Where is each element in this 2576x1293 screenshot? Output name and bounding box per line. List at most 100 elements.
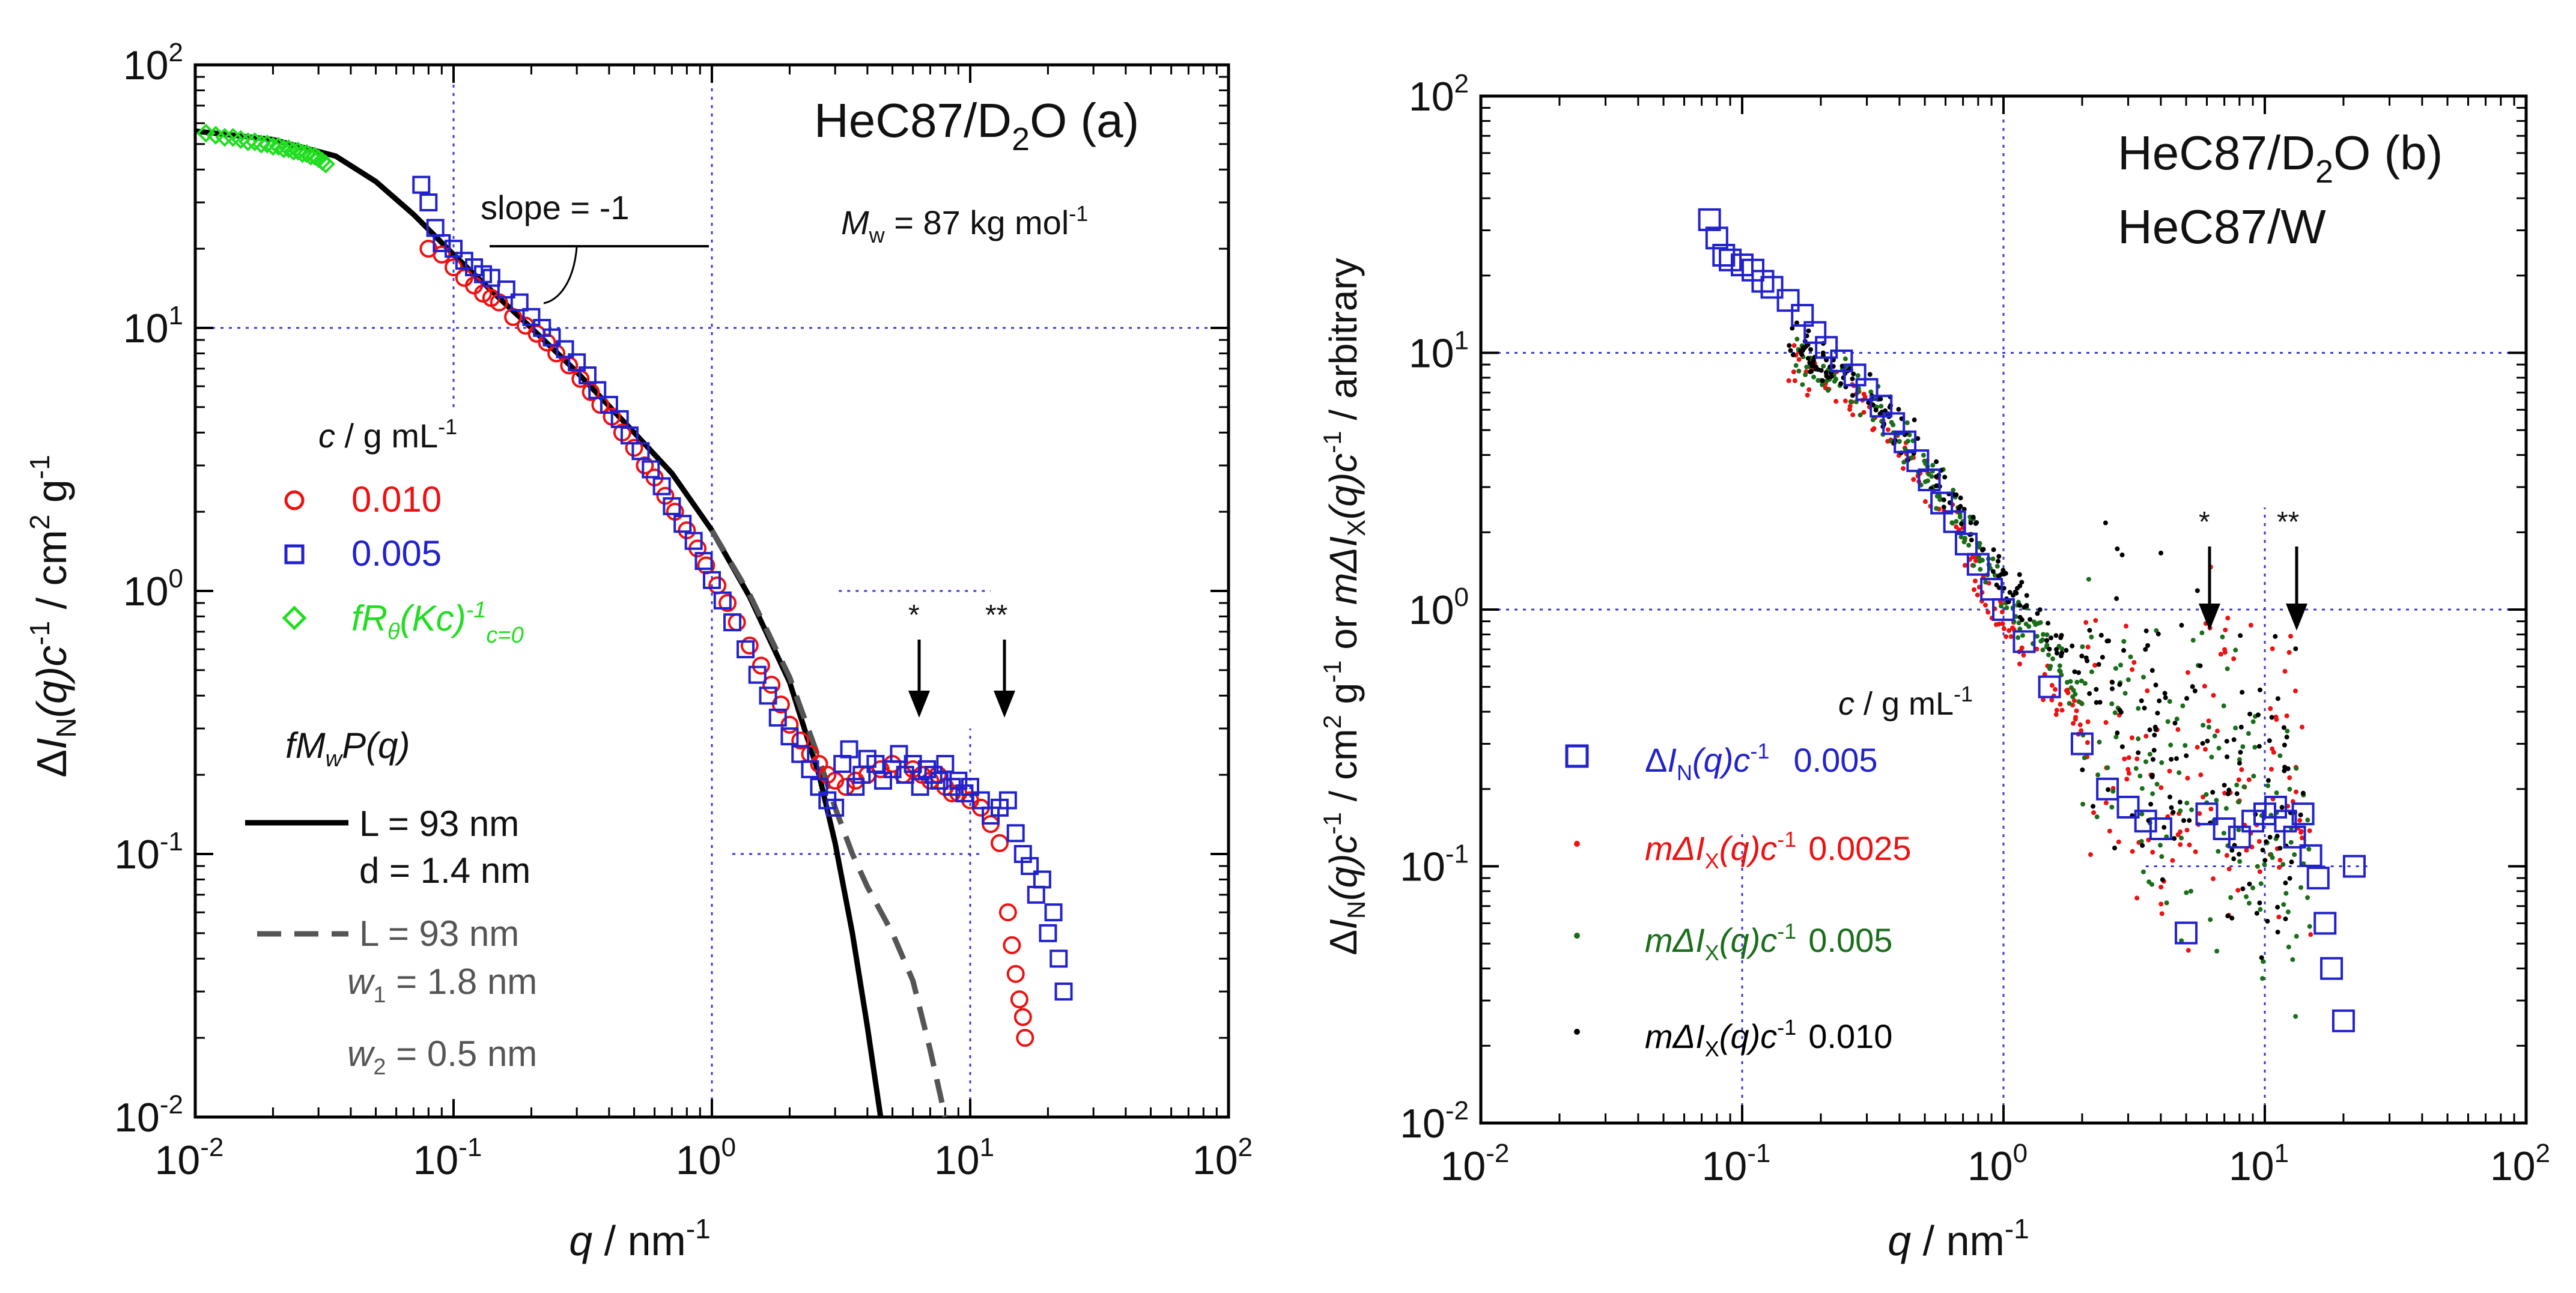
data-point-dot	[2270, 646, 2275, 652]
data-point-dot	[2019, 580, 2025, 585]
data-point-dot	[1867, 372, 1873, 377]
data-point-dot	[2058, 653, 2064, 659]
data-point-dot	[1985, 610, 1991, 615]
data-point-dot	[2087, 628, 2092, 633]
data-point-dot	[1922, 499, 1928, 504]
data-point-dot	[1885, 438, 1891, 444]
data-point-dot	[2290, 957, 2295, 962]
data-point-square	[663, 497, 681, 515]
data-point-circle	[445, 258, 463, 277]
data-point-dot	[1942, 474, 1948, 480]
data-point-dot	[2001, 626, 2006, 631]
data-point-circle	[728, 613, 746, 632]
data-point-dot	[2121, 639, 2127, 644]
data-point-dot	[2110, 680, 2115, 685]
data-point-dot	[2065, 687, 2070, 692]
data-point-dot	[2235, 888, 2241, 893]
legend-label-0005: 0.005	[351, 533, 442, 574]
data-point-dot	[2152, 733, 2157, 738]
data-point-dot	[2049, 697, 2055, 703]
data-point-dot	[2053, 633, 2059, 638]
data-point-dot	[2139, 786, 2145, 791]
data-point-square	[631, 442, 650, 461]
data-point-square	[652, 477, 671, 495]
panel-a-axes: 10-2 10-1 100 101 102 10-2 10-1 100 101 102	[114, 38, 1253, 1183]
data-point-dot	[2256, 712, 2261, 718]
data-point-dot	[2122, 691, 2128, 696]
data-point-square	[1719, 248, 1742, 271]
data-point-dot	[1825, 387, 1830, 393]
data-point-square	[2038, 675, 2061, 698]
data-point-dot	[1972, 578, 1978, 584]
data-point-dot	[2079, 653, 2085, 659]
data-point-diamond	[274, 139, 294, 159]
data-point-dot	[2169, 805, 2174, 810]
data-point-square	[1054, 983, 1073, 1001]
data-point-dot	[2246, 777, 2252, 783]
data-point-dot	[2281, 902, 2286, 907]
data-point-dot	[2268, 706, 2273, 711]
data-point-dot	[2224, 853, 2229, 858]
model-solid-l: L = 93 nm	[359, 804, 519, 844]
data-point-dot	[2201, 722, 2206, 728]
data-point-dot	[1839, 363, 1845, 369]
data-point-dot	[2074, 708, 2079, 713]
data-point-dot	[2155, 710, 2160, 716]
data-point-dot	[2133, 766, 2139, 771]
legend-label-0010: 0.010	[351, 479, 442, 519]
data-point-dot	[2259, 955, 2264, 960]
data-point-square	[522, 307, 541, 326]
data-point-dot	[2308, 932, 2313, 937]
x-tick-label: 102	[1192, 1133, 1253, 1183]
data-point-square	[533, 319, 551, 337]
data-point-square	[412, 175, 431, 194]
model-dashed-w2: w2 = 0.5 nm	[347, 1034, 537, 1080]
data-point-dot	[2239, 767, 2244, 772]
data-point-circle	[740, 636, 759, 655]
data-point-dot	[2225, 616, 2231, 621]
data-point-dot	[2119, 553, 2125, 558]
data-point-dot	[2287, 775, 2292, 780]
data-point-dot	[2178, 842, 2183, 847]
panel-b-chart: 10-2 10-1 100 101 102 10-2 10-1 100 101 102 HeC87…	[1318, 69, 2550, 1264]
data-point-dot	[1951, 488, 1956, 493]
data-point-dot	[2240, 689, 2245, 695]
data-point-dot	[2140, 869, 2146, 874]
data-point-dot	[2237, 760, 2242, 766]
data-point-square	[600, 396, 618, 414]
data-point-dot	[2093, 618, 2098, 623]
data-point-dot	[2161, 825, 2167, 830]
data-point-dot	[1811, 374, 1817, 380]
data-point-dot	[2214, 728, 2220, 734]
data-point-dot	[1934, 483, 1939, 488]
data-point-dot	[2134, 895, 2140, 901]
data-point-diamond	[251, 135, 271, 154]
data-point-square	[1705, 226, 1728, 250]
data-point-dot	[2181, 818, 2187, 823]
data-point-dot	[2198, 663, 2203, 668]
title-b-main: HeC87/D2O (b)	[2118, 126, 2443, 190]
x-tick-label: 101	[934, 1133, 994, 1183]
data-point-dot	[1850, 376, 1855, 381]
data-point-dot	[2195, 588, 2200, 593]
data-point-dot	[2238, 749, 2243, 755]
data-point-dot	[2216, 745, 2222, 751]
data-point-dot	[2201, 795, 2206, 800]
y-tick-label: 101	[123, 301, 183, 351]
data-point-dot	[1958, 495, 1963, 501]
data-point-dot	[2188, 889, 2193, 894]
data-point-diamond	[215, 127, 234, 147]
data-point-dot	[2050, 656, 2056, 662]
svg-text:Mw = 87 kg mol-1: Mw = 87 kg mol-1	[841, 201, 1088, 247]
data-point-dot	[2288, 634, 2293, 639]
data-point-dot	[1954, 519, 1959, 524]
data-point-circle	[752, 656, 770, 675]
data-point-dot	[1990, 569, 1996, 574]
data-point-square	[917, 760, 936, 778]
data-point-dot	[1957, 511, 1963, 516]
data-point-dot	[2293, 688, 2298, 694]
data-point-dot	[2087, 691, 2092, 696]
data-point-dot	[2059, 707, 2065, 713]
data-point-dot	[2085, 740, 2090, 745]
data-point-dot	[1847, 404, 1853, 409]
